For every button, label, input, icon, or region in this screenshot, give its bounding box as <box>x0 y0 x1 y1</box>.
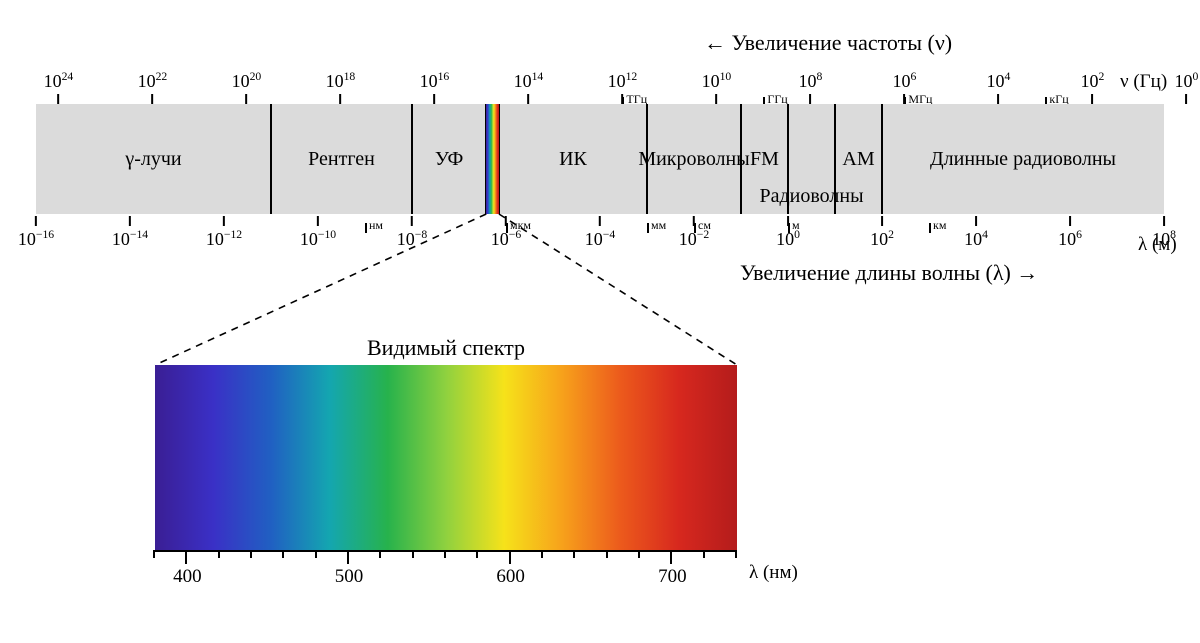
vis-tick-label: 700 <box>658 566 687 588</box>
freq-tick: 104 <box>987 70 1011 104</box>
vis-tick-minor <box>735 550 737 558</box>
vis-tick-minor <box>638 550 640 558</box>
vis-tick-minor <box>412 550 414 558</box>
freq-tick: 1022 <box>138 70 168 104</box>
visible-spectrum-rect <box>155 365 737 550</box>
freq-tick: 1020 <box>232 70 262 104</box>
lambda-tick: 10−16 <box>18 216 54 250</box>
lambda-tick: 10−6 <box>491 216 521 250</box>
vis-tick-label: 500 <box>335 566 364 588</box>
vis-tick-major <box>347 550 349 564</box>
visible-axis-line <box>155 550 737 552</box>
lambda-tick: 104 <box>964 216 988 250</box>
region-label: УФ <box>412 104 486 214</box>
lambda-tick: 10−10 <box>300 216 336 250</box>
region-label: Рентген <box>271 104 412 214</box>
lambda-axis-label: λ (м) <box>1138 234 1177 256</box>
freq-tick-row: 1024102210201018101610141012101010810610… <box>36 70 1164 104</box>
vis-tick-minor <box>573 550 575 558</box>
vis-tick-minor <box>218 550 220 558</box>
region-label: ИК <box>499 104 647 214</box>
freq-tick: 1016 <box>420 70 450 104</box>
vis-tick-minor <box>250 550 252 558</box>
region-sublabel-radio: Радиоволны <box>741 184 882 208</box>
freq-tick: 1024 <box>44 70 74 104</box>
freq-tick: 100 <box>1175 70 1199 104</box>
vis-tick-minor <box>703 550 705 558</box>
freq-tick: 1018 <box>326 70 356 104</box>
vis-tick-major <box>185 550 187 564</box>
freq-tick: 1010 <box>702 70 732 104</box>
em-spectrum-diagram: ← Увеличение частоты (ν) 1024 1022 1020 101… <box>0 0 1200 643</box>
freq-tick: 1014 <box>514 70 544 104</box>
vis-tick-major <box>670 550 672 564</box>
lambda-tick: 100 <box>776 216 800 250</box>
vis-tick-minor <box>541 550 543 558</box>
vis-tick-major <box>509 550 511 564</box>
lambda-tick: 102 <box>870 216 894 250</box>
lambda-tick: 10−12 <box>206 216 242 250</box>
lambda-tick: 10−14 <box>112 216 148 250</box>
vis-tick-minor <box>315 550 317 558</box>
vis-tick-minor <box>476 550 478 558</box>
visible-axis-unit: λ (нм) <box>749 562 798 584</box>
lambda-tick: 106 <box>1058 216 1082 250</box>
freq-tick: 102 <box>1081 70 1105 104</box>
lambda-tick: 10−4 <box>585 216 615 250</box>
lambda-direction-caption: Увеличение длины волны (λ) → <box>740 260 1038 286</box>
visible-spectrum-axis: 400500600700λ (нм) <box>155 550 737 590</box>
freq-tick: 108 <box>799 70 823 104</box>
visible-sliver <box>486 104 499 214</box>
visible-spectrum-title: Видимый спектр <box>155 335 737 361</box>
region-label: Микроволны <box>647 104 741 214</box>
spectrum-band: γ-лучиРентгенУФИКМикроволныFMAMДлинные р… <box>36 104 1164 214</box>
region-label: γ-лучи <box>36 104 271 214</box>
vis-tick-minor <box>282 550 284 558</box>
lambda-tick: 10−2 <box>679 216 709 250</box>
lambda-tick: 10−8 <box>397 216 427 250</box>
vis-tick-minor <box>444 550 446 558</box>
vis-tick-minor <box>379 550 381 558</box>
freq-axis-label: ν (Гц) <box>1120 71 1167 93</box>
vis-tick-label: 600 <box>496 566 525 588</box>
vis-tick-label: 400 <box>173 566 202 588</box>
vis-tick-minor <box>606 550 608 558</box>
lambda-tick-row: 10−1610−1410−1210−1010−810−610−410−21001… <box>36 216 1164 250</box>
region-label: Длинные радиоволны <box>882 104 1164 214</box>
vis-tick-minor <box>153 550 155 558</box>
freq-direction-caption: ← Увеличение частоты (ν) <box>704 30 952 56</box>
